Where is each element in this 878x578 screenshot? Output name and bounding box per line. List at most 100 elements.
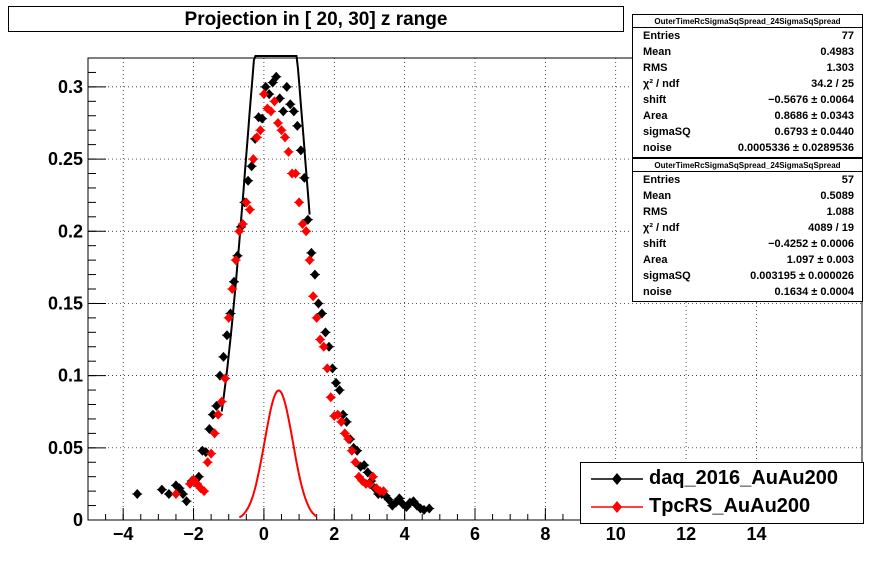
daq-point	[261, 81, 271, 92]
x-tick-label: 2	[329, 524, 339, 544]
stats-row: Entries 77	[633, 28, 862, 44]
points-layer	[132, 71, 435, 515]
stats-header: OuterTimeRcSigmaSqSpread_24SigmaSqSpread	[633, 159, 862, 172]
tpcrs-point	[213, 409, 223, 420]
stats-label: Mean	[643, 46, 672, 58]
daq-point	[303, 214, 313, 225]
tpcrs-point	[266, 106, 276, 117]
stats-row: Mean 0.5089	[633, 188, 862, 204]
daq-point	[257, 113, 267, 124]
daq-point	[243, 175, 253, 186]
x-tick-label: 10	[606, 524, 626, 544]
stats-value: 0.5089	[820, 190, 854, 202]
stats-label: Entries	[643, 174, 681, 186]
tpcrs-point	[319, 341, 329, 352]
stats-label: Entries	[643, 30, 681, 42]
tpcrs-point	[294, 197, 304, 208]
daq-point	[424, 503, 434, 514]
legend: daq_2016_AuAu200 TpcRS_AuAu200	[580, 462, 864, 524]
x-tick-label: 6	[470, 524, 480, 544]
daq-point	[352, 445, 362, 456]
tpcrs-point	[336, 416, 346, 427]
tpcrs-point	[280, 132, 290, 143]
tpcrs-point	[379, 486, 389, 497]
fit-curve-daq	[220, 55, 311, 412]
plot-title: Projection in [ 20, 30] z range	[184, 9, 448, 30]
legend-marker-tpcrs	[591, 501, 643, 513]
stats-rows: Entries 57 Mean 0.5089 RMS 1.088 χ² / ndf 4089 …	[633, 172, 862, 300]
tpcrs-point	[347, 445, 357, 456]
stats-label: RMS	[643, 62, 668, 74]
stats-value: 4089 / 19	[808, 222, 854, 234]
stats-value: −0.4252 ± 0.0006	[768, 238, 854, 250]
daq-point	[233, 250, 243, 261]
tpcrs-point	[224, 312, 234, 323]
y-tick-label: 0.2	[58, 221, 83, 241]
stats-label: RMS	[643, 206, 668, 218]
tpcrs-point	[241, 197, 251, 208]
daq-point	[178, 489, 188, 500]
tpcrs-point	[308, 291, 318, 302]
tpcrs-point	[277, 125, 286, 136]
stats-row: RMS 1.303	[633, 60, 862, 76]
tpcrs-point	[298, 219, 308, 230]
stats-value: 0.4983	[820, 46, 854, 58]
daq-point	[285, 99, 295, 110]
tpcrs-point	[248, 154, 258, 165]
tpcrs-point	[255, 125, 265, 136]
daq-point	[182, 496, 192, 507]
stats-row: Area 1.097 ± 0.003	[633, 252, 862, 268]
tpcrs-point	[231, 255, 241, 266]
daq-point	[211, 400, 221, 411]
tpcrs-point	[238, 219, 248, 230]
daq-point	[335, 385, 345, 396]
x-tick-label: 12	[676, 524, 696, 544]
daq-point	[331, 377, 341, 388]
tpcrs-point	[326, 392, 336, 403]
stats-row: χ² / ndf 4089 / 19	[633, 220, 862, 236]
tpcrs-point	[203, 457, 213, 468]
daq-point	[328, 363, 338, 374]
daq-point	[208, 409, 218, 420]
stats-value: 77	[841, 30, 854, 42]
stats-rows: Entries 77 Mean 0.4983 RMS 1.303 χ² / ndf 34.2 …	[633, 28, 862, 156]
daq-point	[363, 467, 373, 478]
daq-point	[157, 484, 167, 495]
stats-box-daq: OuterTimeRcSigmaSqSpread_24SigmaSqSpread…	[632, 14, 863, 158]
x-tick-label: 4	[400, 524, 410, 544]
daq-point	[289, 106, 299, 117]
tpcrs-point	[259, 89, 269, 100]
stats-value: 0.6793 ± 0.0440	[774, 126, 854, 138]
tpcrs-point	[206, 448, 216, 459]
y-tick-label: 0	[73, 510, 83, 530]
stats-label: shift	[643, 238, 667, 250]
stats-header: OuterTimeRcSigmaSqSpread_24SigmaSqSpread	[633, 15, 862, 28]
tpcrs-point	[273, 117, 283, 128]
daq-point	[359, 460, 369, 471]
tpcrs-point	[171, 489, 181, 500]
stats-row: sigmaSQ 0.6793 ± 0.0440	[633, 124, 862, 140]
daq-point	[299, 172, 309, 183]
fit-curve-tpcrs	[238, 389, 318, 519]
stats-value: 0.0005336 ± 0.0289536	[737, 142, 854, 154]
stats-label: Area	[643, 254, 668, 266]
daq-point	[222, 330, 232, 341]
daq-point	[306, 247, 316, 258]
daq-point	[204, 424, 214, 435]
daq-point	[313, 298, 323, 309]
tpcrs-point	[227, 284, 237, 294]
stats-value: 1.088	[826, 206, 854, 218]
daq-point	[342, 416, 352, 427]
stats-row: Mean 0.4983	[633, 44, 862, 60]
stats-value: 1.097 ± 0.003	[786, 254, 854, 266]
stats-row: Entries 57	[633, 172, 862, 188]
stats-label: Area	[643, 110, 668, 122]
tpcrs-point	[333, 409, 343, 420]
y-tick-label: 0.25	[48, 149, 83, 169]
tpcrs-point	[199, 486, 209, 497]
daq-point	[278, 106, 288, 117]
tpcrs-point	[301, 226, 311, 237]
stats-value: 0.1634 ± 0.0004	[774, 286, 854, 298]
tpcrs-point	[245, 204, 255, 215]
tpcrs-point	[315, 334, 325, 345]
